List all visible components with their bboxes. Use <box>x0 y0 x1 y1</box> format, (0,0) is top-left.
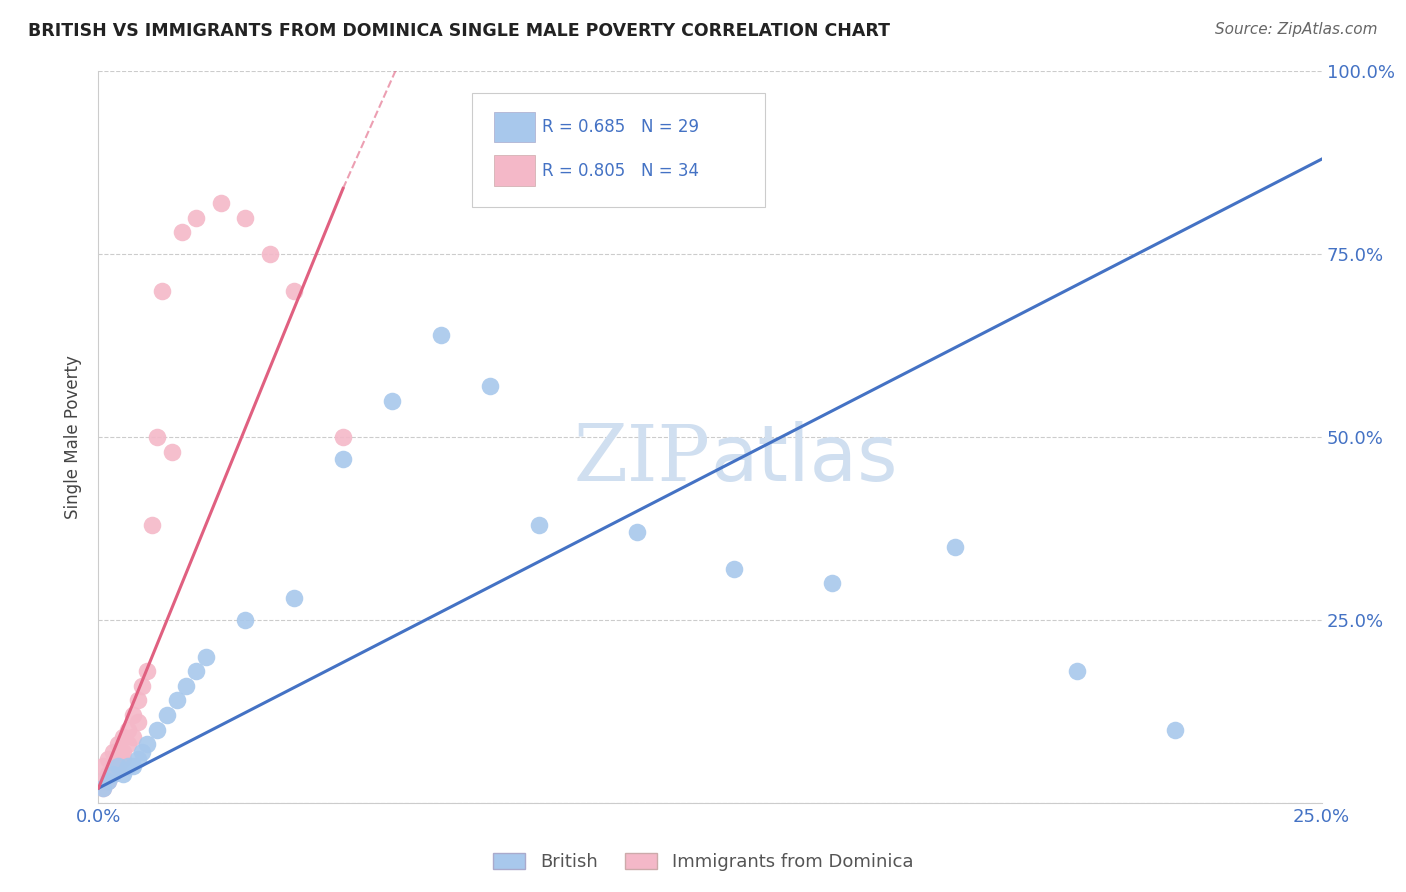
Point <box>170 225 193 239</box>
Point <box>97 766 120 780</box>
Point <box>121 708 143 723</box>
Point <box>127 752 149 766</box>
Point <box>97 752 120 766</box>
Point <box>186 664 208 678</box>
Point <box>723 562 745 576</box>
Point <box>332 452 354 467</box>
Point <box>97 773 120 788</box>
Text: atlas: atlas <box>710 421 897 497</box>
Point <box>259 247 281 261</box>
Point <box>107 759 129 773</box>
Point <box>141 517 163 532</box>
Point <box>117 737 139 751</box>
Point <box>943 540 966 554</box>
Point <box>233 613 256 627</box>
Point <box>430 327 453 342</box>
Point <box>332 430 354 444</box>
Point <box>156 708 179 723</box>
Point <box>127 715 149 730</box>
Point <box>111 745 134 759</box>
Point <box>111 730 134 744</box>
Point <box>821 576 844 591</box>
Point <box>478 379 501 393</box>
Point <box>91 773 114 788</box>
Point <box>160 444 183 458</box>
Point <box>117 723 139 737</box>
Point <box>111 766 134 780</box>
Point <box>101 745 124 759</box>
FancyBboxPatch shape <box>494 155 536 186</box>
Point <box>107 737 129 751</box>
Point <box>131 745 153 759</box>
Point <box>146 430 169 444</box>
Point <box>117 759 139 773</box>
Point <box>527 517 550 532</box>
Point <box>107 759 129 773</box>
Text: BRITISH VS IMMIGRANTS FROM DOMINICA SINGLE MALE POVERTY CORRELATION CHART: BRITISH VS IMMIGRANTS FROM DOMINICA SING… <box>28 22 890 40</box>
Text: R = 0.805   N = 34: R = 0.805 N = 34 <box>543 161 699 180</box>
Point <box>97 773 120 788</box>
Point <box>381 393 404 408</box>
Point <box>101 766 124 780</box>
Point <box>626 525 648 540</box>
Y-axis label: Single Male Poverty: Single Male Poverty <box>65 355 83 519</box>
Point <box>111 752 134 766</box>
Point <box>150 284 173 298</box>
Point <box>195 649 218 664</box>
FancyBboxPatch shape <box>471 94 765 207</box>
Point <box>209 196 232 211</box>
Point <box>101 759 124 773</box>
Point <box>146 723 169 737</box>
Point <box>131 679 153 693</box>
Point <box>107 752 129 766</box>
Legend: British, Immigrants from Dominica: British, Immigrants from Dominica <box>485 846 921 879</box>
Point <box>136 737 159 751</box>
Point <box>1164 723 1187 737</box>
Point <box>166 693 188 707</box>
Point <box>176 679 198 693</box>
Text: Source: ZipAtlas.com: Source: ZipAtlas.com <box>1215 22 1378 37</box>
Point <box>121 759 143 773</box>
Point <box>136 664 159 678</box>
Point <box>127 693 149 707</box>
Point <box>186 211 208 225</box>
Point <box>283 284 305 298</box>
Point <box>91 781 114 796</box>
Text: ZIP: ZIP <box>574 421 710 497</box>
Point <box>121 730 143 744</box>
Point <box>91 781 114 796</box>
Point <box>233 211 256 225</box>
Point <box>91 759 114 773</box>
Point <box>101 766 124 780</box>
Text: R = 0.685   N = 29: R = 0.685 N = 29 <box>543 118 699 136</box>
Point <box>283 591 305 605</box>
FancyBboxPatch shape <box>494 112 536 143</box>
Point <box>1066 664 1088 678</box>
